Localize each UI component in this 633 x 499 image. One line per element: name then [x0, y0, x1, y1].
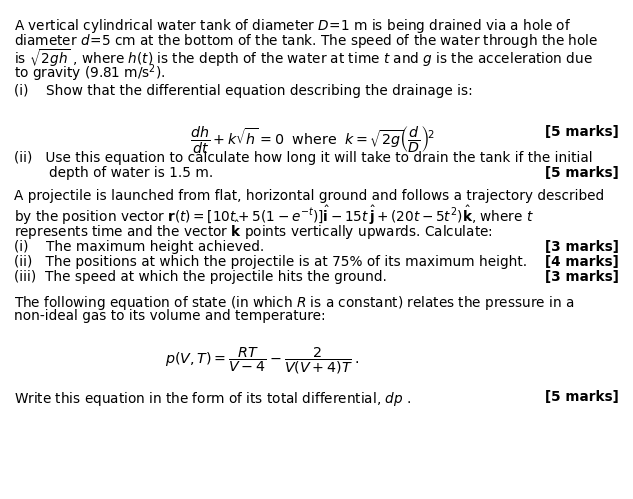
Text: diameter $d\!=\!5$ cm at the bottom of the tank. The speed of the water through : diameter $d\!=\!5$ cm at the bottom of t…: [14, 32, 598, 50]
Text: by the position vector $\mathbf{r}(t)=[10t+5(1-e^{-t})]\hat{\mathbf{i}}-15t\,\ha: by the position vector $\mathbf{r}(t)=[1…: [14, 204, 534, 227]
Text: [3 marks]: [3 marks]: [545, 240, 619, 254]
Text: [4 marks]: [4 marks]: [545, 255, 619, 269]
Text: (ii)   Use this equation to calculate how long it will take to drain the tank if: (ii) Use this equation to calculate how …: [14, 151, 592, 165]
Text: (i)    The maximum height achieved.: (i) The maximum height achieved.: [14, 240, 264, 254]
Text: (ii)   The positions at which the projectile is at 75% of its maximum height.: (ii) The positions at which the projecti…: [14, 255, 527, 269]
Text: is $\sqrt{2gh}$ , where $h(t)$ is the depth of the water at time $t$ and $g$ is : is $\sqrt{2gh}$ , where $h(t)$ is the de…: [14, 47, 592, 69]
Text: depth of water is 1.5 m.: depth of water is 1.5 m.: [14, 166, 213, 180]
Text: (i)    Show that the differential equation describing the drainage is:: (i) Show that the differential equation …: [14, 84, 473, 98]
Text: [5 marks]: [5 marks]: [545, 166, 619, 180]
Text: The following equation of state (in which $R$ is a constant) relates the pressur: The following equation of state (in whic…: [14, 294, 574, 312]
Text: A projectile is launched from flat, horizontal ground and follows a trajectory d: A projectile is launched from flat, hori…: [14, 189, 604, 203]
Text: $p(V,T)=\dfrac{RT}{V-4}-\dfrac{2}{V(V+4)T}\,.$: $p(V,T)=\dfrac{RT}{V-4}-\dfrac{2}{V(V+4)…: [165, 345, 359, 376]
Text: Write this equation in the form of its total differential, $dp$ .: Write this equation in the form of its t…: [14, 390, 411, 408]
Text: represents time and the vector $\hat{\mathbf{k}}$ points vertically upwards. Cal: represents time and the vector $\hat{\ma…: [14, 219, 492, 242]
Text: [5 marks]: [5 marks]: [545, 125, 619, 139]
Text: [3 marks]: [3 marks]: [545, 270, 619, 284]
Text: to gravity (9.81 m/s$^{2}$).: to gravity (9.81 m/s$^{2}$).: [14, 62, 165, 84]
Text: [5 marks]: [5 marks]: [545, 390, 619, 404]
Text: (iii)  The speed at which the projectile hits the ground.: (iii) The speed at which the projectile …: [14, 270, 387, 284]
Text: A vertical cylindrical water tank of diameter $D\!=\!1$ m is being drained via a: A vertical cylindrical water tank of dia…: [14, 17, 571, 35]
Text: $\dfrac{dh}{dt}+k\sqrt{h}=0\;$ where $\;k=\sqrt{2g}\!\left(\dfrac{d}{D}\right)^{: $\dfrac{dh}{dt}+k\sqrt{h}=0\;$ where $\;…: [190, 125, 434, 156]
Text: non-ideal gas to its volume and temperature:: non-ideal gas to its volume and temperat…: [14, 309, 325, 323]
